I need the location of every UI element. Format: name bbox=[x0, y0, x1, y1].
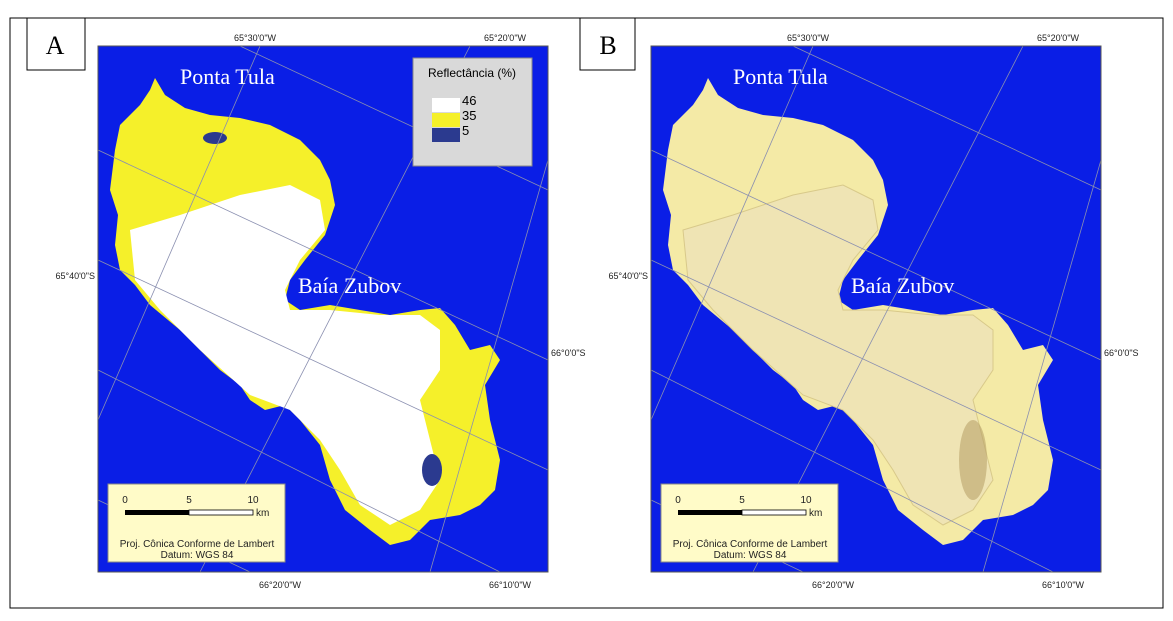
low-reflectance bbox=[203, 132, 227, 144]
longitude-label: 65°20'0"W bbox=[484, 33, 527, 43]
map-panel: 65°30'0"W 65°20'0"W 66°20'0"W 66°10'0"W 65°4… bbox=[580, 18, 1139, 590]
legend-entry: 35 bbox=[462, 108, 476, 123]
scale-tick: 0 bbox=[675, 495, 681, 506]
ice-dome bbox=[959, 420, 987, 500]
datum: Datum: WGS 84 bbox=[714, 550, 787, 561]
latitude-label: 66°0'0"S bbox=[551, 348, 586, 358]
longitude-label: 65°30'0"W bbox=[234, 33, 277, 43]
scale-unit: km bbox=[256, 508, 269, 519]
legend-entry: 5 bbox=[462, 123, 469, 138]
place-name: Ponta Tula bbox=[180, 64, 275, 89]
scale-tick: 5 bbox=[739, 495, 745, 506]
longitude-label: 65°30'0"W bbox=[787, 33, 830, 43]
longitude-label: 66°10'0"W bbox=[1042, 580, 1085, 590]
legend-swatch bbox=[432, 128, 460, 142]
legend-swatch bbox=[432, 98, 460, 112]
place-name: Baía Zubov bbox=[298, 273, 401, 298]
figure: 65°30'0"W 65°20'0"W 66°20'0"W 66°10'0"W 65°4… bbox=[0, 0, 1173, 621]
panel-label: B bbox=[599, 31, 616, 60]
projection: Proj. Cônica Conforme de Lambert bbox=[673, 539, 828, 550]
panel-label: A bbox=[46, 31, 65, 60]
scale-bar bbox=[125, 510, 189, 515]
scale-unit: km bbox=[809, 508, 822, 519]
scale-tick: 10 bbox=[800, 495, 812, 506]
longitude-label: 66°10'0"W bbox=[489, 580, 532, 590]
scale-bar bbox=[678, 510, 742, 515]
place-name: Ponta Tula bbox=[733, 64, 828, 89]
datum: Datum: WGS 84 bbox=[161, 550, 234, 561]
longitude-label: 66°20'0"W bbox=[259, 580, 302, 590]
place-name: Baía Zubov bbox=[851, 273, 954, 298]
scale-tick: 10 bbox=[247, 495, 259, 506]
scale-bar bbox=[742, 510, 806, 515]
legend-swatch bbox=[432, 113, 460, 127]
legend-entry: 46 bbox=[462, 93, 476, 108]
latitude-label: 65°40'0"S bbox=[55, 271, 95, 281]
latitude-label: 66°0'0"S bbox=[1104, 348, 1139, 358]
latitude-label: 65°40'0"S bbox=[608, 271, 648, 281]
projection: Proj. Cônica Conforme de Lambert bbox=[120, 539, 275, 550]
legend-title: Reflectância (%) bbox=[428, 66, 516, 80]
map-panel: 65°30'0"W 65°20'0"W 66°20'0"W 66°10'0"W 65°4… bbox=[27, 18, 586, 590]
scale-tick: 0 bbox=[122, 495, 128, 506]
low-reflectance bbox=[422, 454, 442, 486]
longitude-label: 65°20'0"W bbox=[1037, 33, 1080, 43]
scale-bar bbox=[189, 510, 253, 515]
longitude-label: 66°20'0"W bbox=[812, 580, 855, 590]
scale-tick: 5 bbox=[186, 495, 192, 506]
